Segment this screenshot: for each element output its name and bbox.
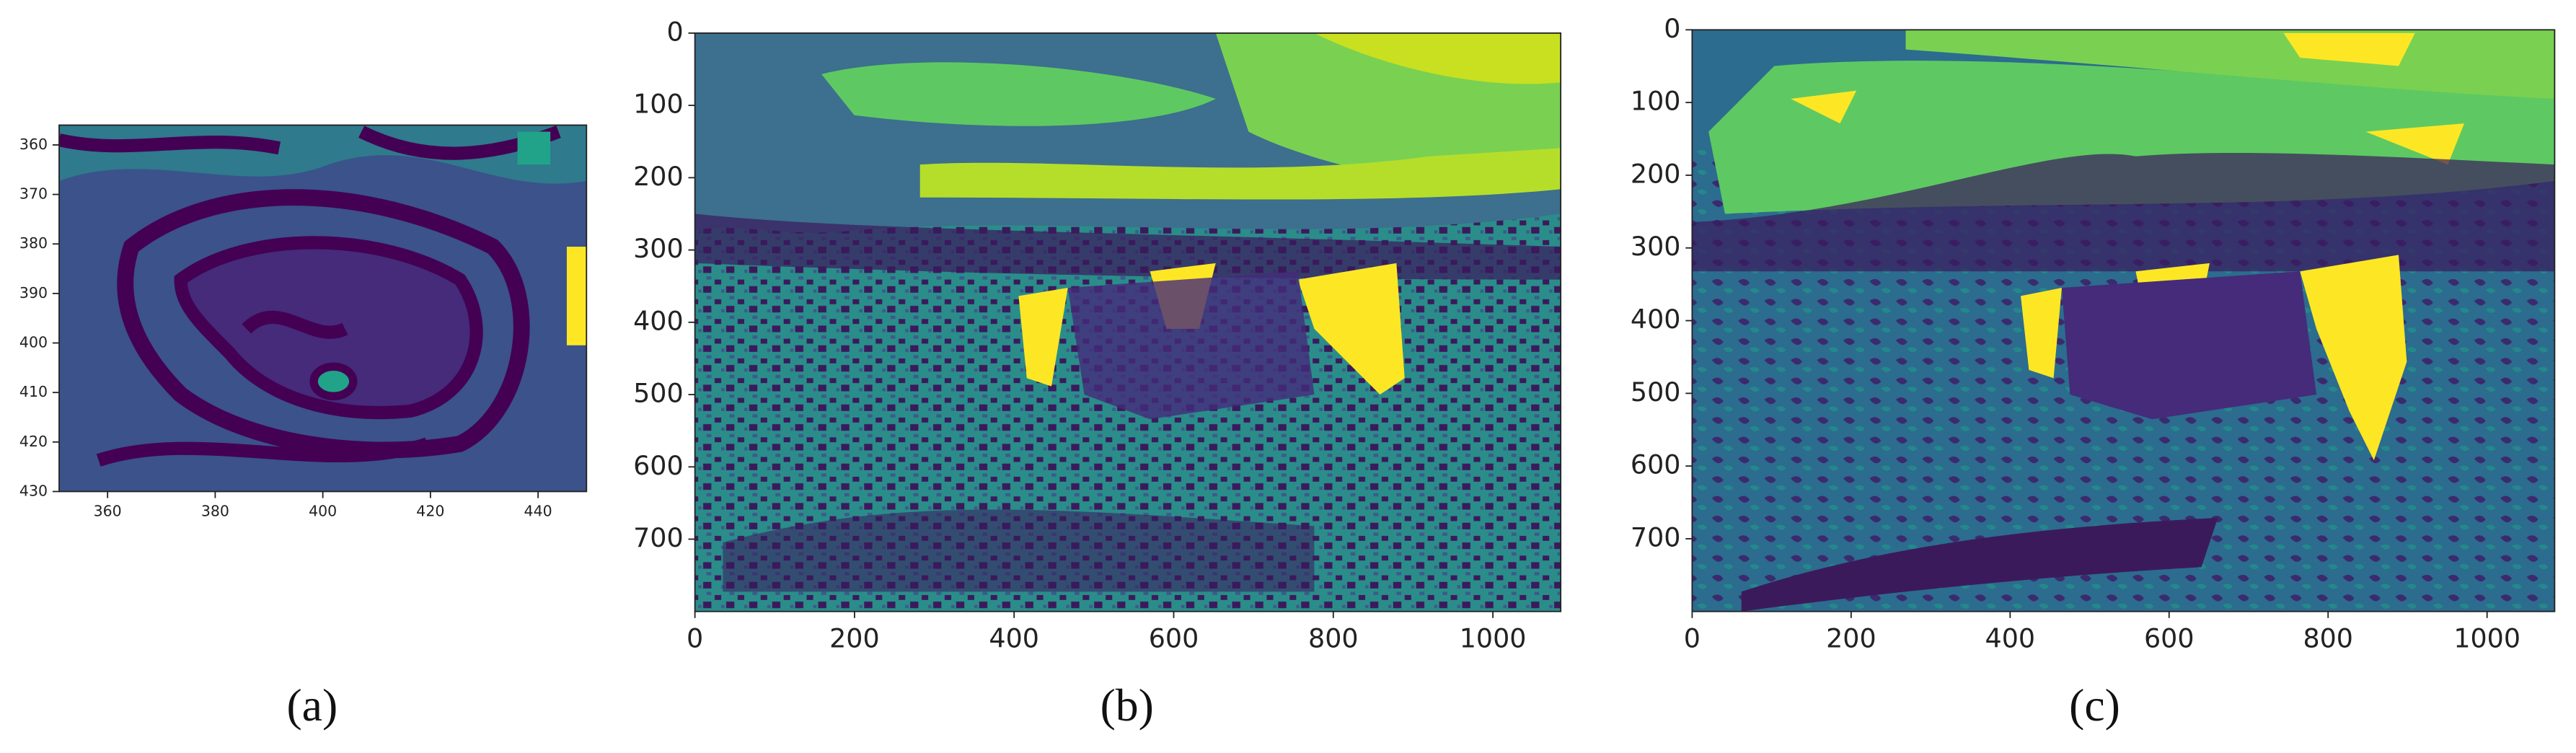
- y-tick-label: 0: [666, 16, 683, 47]
- y-tick-label: 400: [1631, 304, 1681, 335]
- y-tick-label: 370: [19, 185, 48, 203]
- y-tick-label: 420: [19, 433, 48, 450]
- y-tick-label: 390: [19, 284, 48, 301]
- y-tick-label: 400: [19, 334, 48, 351]
- y-tick-label: 0: [1664, 13, 1680, 44]
- y-tick-label: 200: [633, 161, 684, 192]
- y-tick-label: 100: [1631, 86, 1681, 117]
- y-tick-label: 600: [1631, 449, 1681, 480]
- caption: (c): [2069, 679, 2120, 731]
- image-c: [1692, 30, 2555, 612]
- y-tick-label: 380: [19, 234, 48, 252]
- y-tick-label: 600: [633, 450, 684, 481]
- x-tick-label: 1000: [1460, 622, 1527, 653]
- x-tick-label: 0: [1684, 622, 1701, 653]
- y-tick-label: 700: [1631, 521, 1681, 552]
- y-tick-label: 300: [1631, 231, 1681, 262]
- y-tick-label: 430: [19, 482, 48, 499]
- x-tick-label: 200: [829, 622, 880, 653]
- x-tick-label: 800: [2303, 622, 2353, 653]
- y-tick-label: 360: [19, 136, 48, 153]
- x-tick-label: 420: [416, 502, 444, 519]
- x-tick-label: 800: [1308, 622, 1359, 653]
- x-tick-label: 600: [2144, 622, 2195, 653]
- y-tick-label: 100: [633, 89, 684, 120]
- x-tick-label: 1000: [2453, 622, 2520, 653]
- x-tick-label: 200: [1826, 622, 1876, 653]
- y-tick-label: 200: [1631, 158, 1681, 189]
- x-tick-label: 440: [524, 502, 552, 519]
- x-tick-label: 400: [309, 502, 337, 519]
- caption: (a): [286, 679, 338, 731]
- y-tick-label: 300: [633, 233, 684, 264]
- x-tick-label: 400: [989, 622, 1039, 653]
- y-tick-label: 500: [633, 378, 684, 409]
- x-tick-label: 600: [1149, 622, 1199, 653]
- image-a: [59, 125, 587, 492]
- x-tick-label: 360: [94, 502, 122, 519]
- x-tick-label: 0: [687, 622, 703, 653]
- x-tick-label: 380: [201, 502, 229, 519]
- y-tick-label: 410: [19, 383, 48, 400]
- image-b: [694, 32, 1561, 612]
- y-tick-label: 400: [633, 305, 684, 336]
- x-tick-label: 400: [1985, 622, 2036, 653]
- caption: (b): [1100, 679, 1154, 731]
- y-tick-label: 500: [1631, 376, 1681, 408]
- y-tick-label: 700: [633, 522, 684, 553]
